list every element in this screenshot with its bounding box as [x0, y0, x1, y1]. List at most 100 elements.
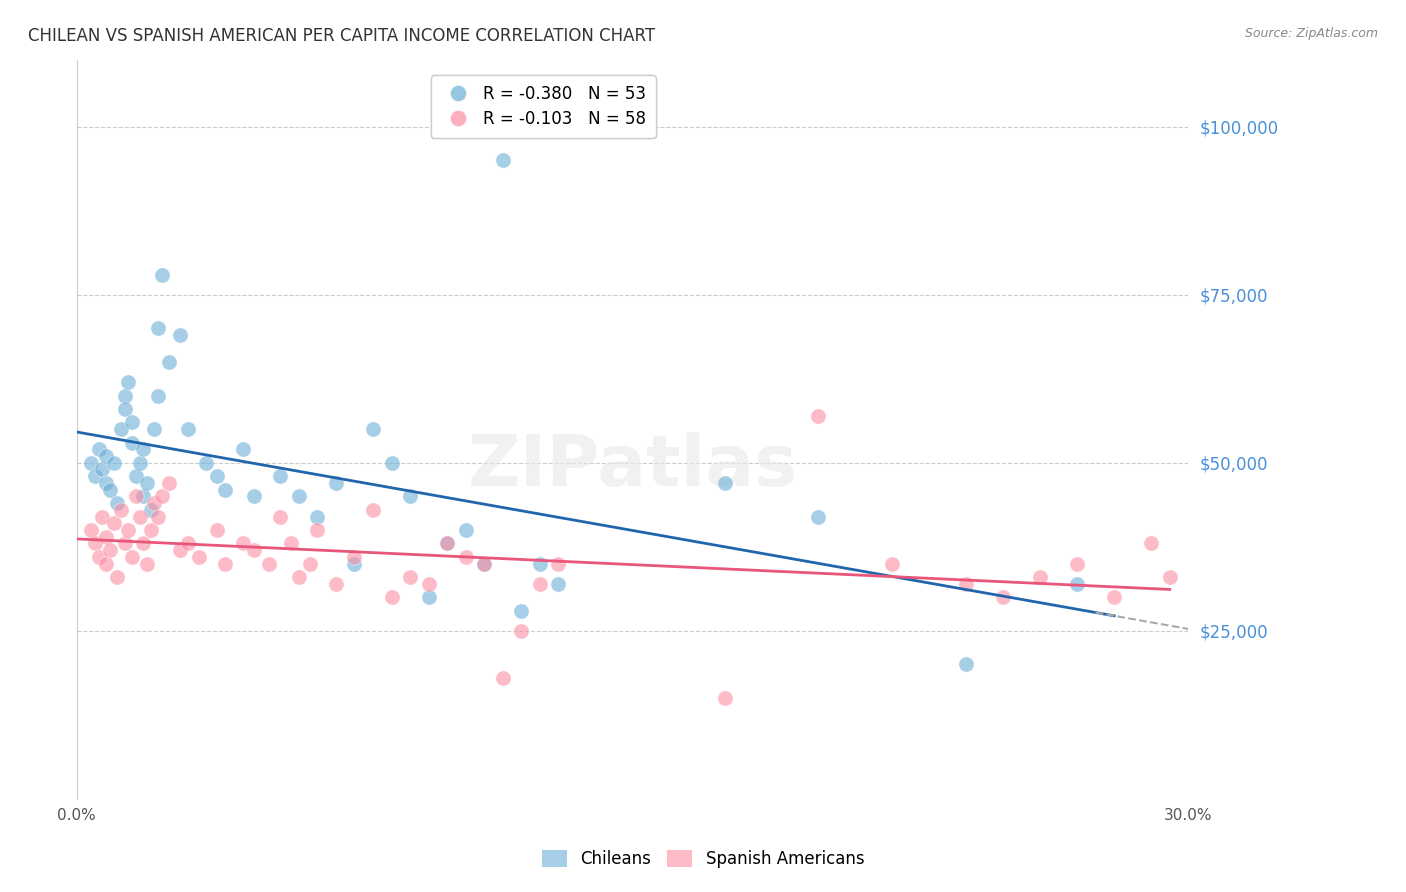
Point [110, 422, 132, 436]
Point [361, 422, 384, 436]
Point [96, 475, 118, 490]
Point [103, 456, 125, 470]
Point [510, 624, 533, 638]
Point [325, 576, 347, 591]
Point [143, 422, 166, 436]
Point [307, 523, 329, 537]
Point [380, 590, 402, 604]
Point [146, 509, 169, 524]
Point [103, 516, 125, 531]
Point [380, 456, 402, 470]
Point [121, 549, 143, 564]
Point [243, 489, 266, 503]
Point [157, 475, 180, 490]
Point [1159, 570, 1181, 584]
Point [157, 355, 180, 369]
Point [454, 523, 477, 537]
Point [91, 509, 114, 524]
Point [492, 671, 515, 685]
Point [472, 557, 495, 571]
Point [880, 557, 903, 571]
Point [807, 409, 830, 423]
Point [280, 536, 302, 550]
Point [418, 590, 440, 604]
Point [117, 375, 139, 389]
Point [121, 416, 143, 430]
Point [84, 469, 107, 483]
Point [96, 449, 118, 463]
Point [136, 557, 159, 571]
Point [87, 549, 110, 564]
Point [436, 536, 458, 550]
Point [114, 402, 136, 417]
Legend: Chileans, Spanish Americans: Chileans, Spanish Americans [534, 843, 872, 875]
Point [117, 523, 139, 537]
Point [1066, 557, 1088, 571]
Point [139, 523, 162, 537]
Point [955, 657, 977, 672]
Point [418, 576, 440, 591]
Point [454, 549, 477, 564]
Point [288, 570, 311, 584]
Point [146, 388, 169, 402]
Point [91, 462, 114, 476]
Point [714, 475, 737, 490]
Point [529, 557, 551, 571]
Point [96, 557, 118, 571]
Point [492, 153, 515, 168]
Point [195, 456, 218, 470]
Point [243, 543, 266, 558]
Point [955, 576, 977, 591]
Point [343, 557, 366, 571]
Point [132, 536, 155, 550]
Point [269, 509, 291, 524]
Point [232, 442, 254, 457]
Point [399, 570, 422, 584]
Point [307, 509, 329, 524]
Point [143, 496, 166, 510]
Point [169, 328, 191, 343]
Point [1102, 590, 1125, 604]
Legend: R = -0.380   N = 53, R = -0.103   N = 58: R = -0.380 N = 53, R = -0.103 N = 58 [432, 75, 655, 138]
Point [436, 536, 458, 550]
Point [114, 536, 136, 550]
Point [146, 321, 169, 335]
Point [232, 536, 254, 550]
Text: Source: ZipAtlas.com: Source: ZipAtlas.com [1244, 27, 1378, 40]
Point [807, 509, 830, 524]
Point [87, 442, 110, 457]
Point [98, 543, 121, 558]
Point [547, 557, 569, 571]
Point [98, 483, 121, 497]
Point [298, 557, 321, 571]
Point [128, 509, 150, 524]
Point [343, 549, 366, 564]
Point [132, 442, 155, 457]
Point [361, 503, 384, 517]
Text: CHILEAN VS SPANISH AMERICAN PER CAPITA INCOME CORRELATION CHART: CHILEAN VS SPANISH AMERICAN PER CAPITA I… [28, 27, 655, 45]
Point [547, 576, 569, 591]
Point [472, 557, 495, 571]
Point [169, 543, 191, 558]
Point [125, 489, 148, 503]
Point [207, 523, 229, 537]
Point [529, 576, 551, 591]
Point [96, 530, 118, 544]
Point [177, 536, 200, 550]
Point [110, 503, 132, 517]
Point [187, 549, 209, 564]
Point [136, 475, 159, 490]
Point [214, 557, 236, 571]
Point [214, 483, 236, 497]
Point [128, 456, 150, 470]
Point [80, 523, 103, 537]
Point [177, 422, 200, 436]
Point [207, 469, 229, 483]
Point [399, 489, 422, 503]
Point [105, 570, 128, 584]
Point [121, 435, 143, 450]
Point [105, 496, 128, 510]
Point [510, 604, 533, 618]
Point [84, 536, 107, 550]
Point [259, 557, 281, 571]
